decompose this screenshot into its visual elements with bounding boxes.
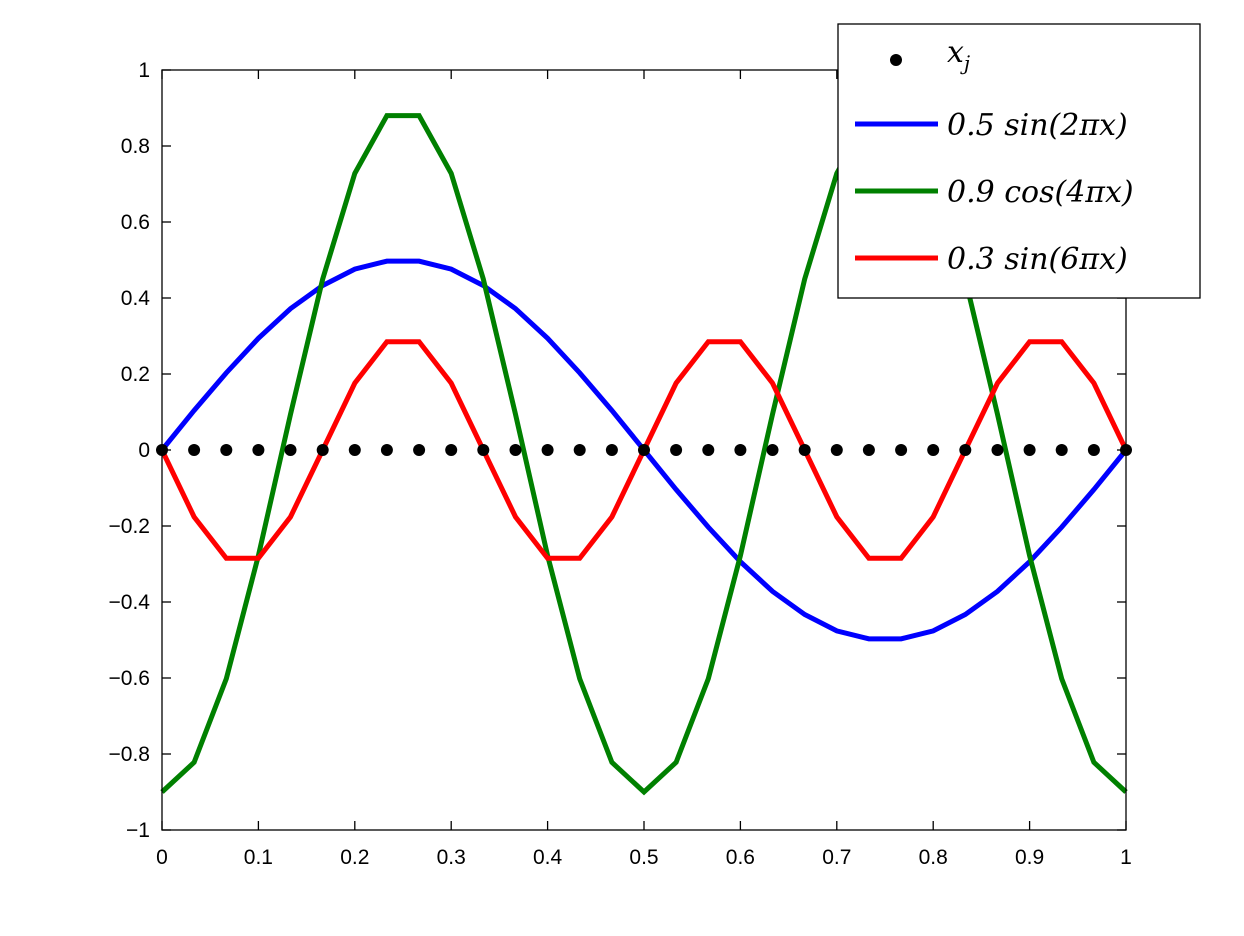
x-tick-label: 0.1 [244,846,273,869]
points-layer [156,444,1132,456]
legend-label-blue: 0.5 sin(2πx) [947,108,1128,143]
y-tick-label: 0.2 [121,363,150,386]
y-tick-label: −0.2 [109,515,150,538]
legend-label-xj: xj [947,35,970,75]
legend-label-xj-main: x [947,35,964,70]
x-tick-label: 1 [1120,846,1132,869]
legend-label-xj-sub: j [960,51,970,75]
y-tick-label: 0.8 [121,135,150,158]
data-point-xj [862,444,875,456]
data-point-xj [316,444,329,456]
x-tick-label: 0.3 [437,846,466,869]
data-point-xj [348,444,361,456]
y-tick-label: 1 [138,59,150,82]
data-point-xj [895,444,908,456]
x-tick-label: 0.8 [919,846,948,869]
data-point-xj [991,444,1004,456]
data-point-xj [413,444,426,456]
y-tick-label: −0.8 [109,743,150,766]
data-point-xj [477,444,490,456]
data-point-xj [766,444,779,456]
data-point-xj [830,444,843,456]
data-point-xj [188,444,201,456]
x-axis-tick-labels: 0 0.1 0.2 0.3 0.4 0.5 0.6 0.7 0.8 0.9 1 [156,846,1132,869]
data-point-xj [702,444,715,456]
data-point-xj [1023,444,1036,456]
legend: xj 0.5 sin(2πx) 0.9 cos(4πx) 0.3 sin(6πx… [837,23,1201,299]
data-point-xj [734,444,747,456]
data-point-xj [959,444,972,456]
data-point-xj [1055,444,1068,456]
data-point-xj [1087,444,1100,456]
data-point-xj [509,444,522,456]
y-tick-label: −0.6 [109,667,150,690]
x-tick-label: 0.4 [533,846,563,869]
data-point-xj [573,444,586,456]
legend-label-green: 0.9 cos(4πx) [947,175,1134,210]
data-point-xj [541,444,554,456]
data-point-xj [670,444,683,456]
data-point-xj [284,444,297,456]
data-point-xj [605,444,618,456]
x-tick-label: 0.7 [822,846,851,869]
data-point-xj [380,444,393,456]
y-tick-label: −1 [126,819,150,842]
y-axis-tick-labels: 1 0.8 0.6 0.4 0.2 0 −0.2 −0.4 −0.6 −0.8 −1 [109,59,151,842]
x-tick-label: 0 [156,846,168,869]
data-point-xj [252,444,265,456]
data-point-xj [798,444,811,456]
data-point-xj [220,444,233,456]
x-tick-label: 0.6 [726,846,755,869]
x-tick-label: 0.2 [340,846,369,869]
data-point-xj [927,444,940,456]
y-tick-label: 0 [138,439,150,462]
y-tick-label: 0.6 [121,211,150,234]
x-tick-label: 0.5 [629,846,658,869]
y-tick-label: −0.4 [109,591,151,614]
data-point-xj [638,444,650,456]
y-tick-label: 0.4 [121,287,151,310]
legend-label-red: 0.3 sin(6πx) [947,242,1128,277]
data-point-xj [445,444,458,456]
legend-marker-xj [890,54,902,66]
x-tick-label: 0.9 [1015,846,1044,869]
legend-box [837,23,1201,299]
